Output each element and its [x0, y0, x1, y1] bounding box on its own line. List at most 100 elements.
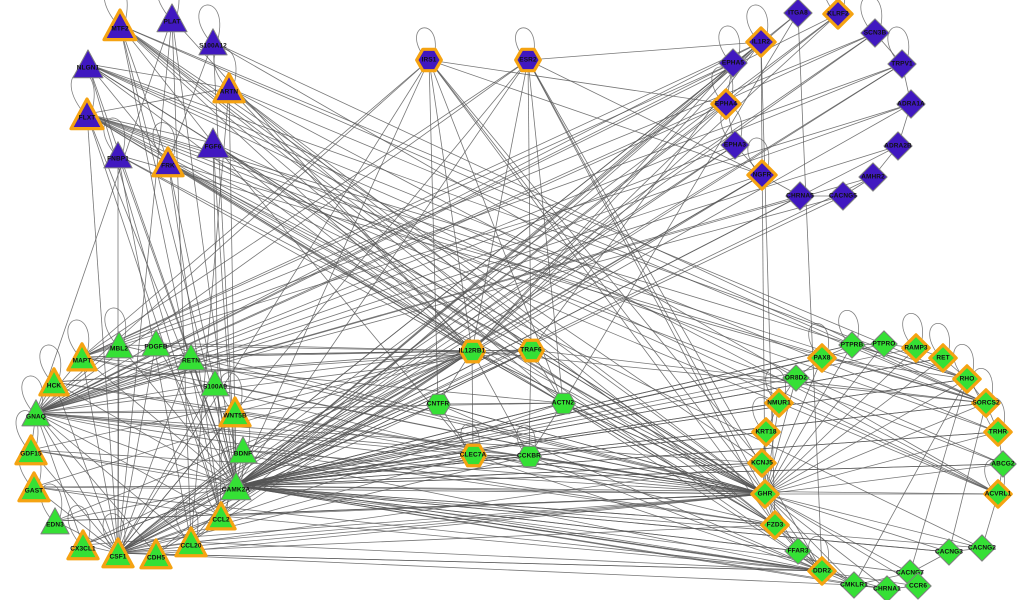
graph-node-frk[interactable]: FRK: [151, 146, 185, 178]
graph-node-wnt5b[interactable]: WNT5B: [218, 396, 252, 428]
node-shape-diamond: [807, 556, 837, 586]
graph-node-gdf15[interactable]: GDF15: [14, 434, 48, 466]
graph-node-clec7a[interactable]: CLEC7A: [459, 443, 487, 468]
graph-node-ramp3[interactable]: RAMP3: [901, 333, 931, 363]
node-shape-hexagon: [514, 47, 542, 73]
graph-node-s100a9[interactable]: S100A9: [200, 368, 230, 398]
node-shape-diamond: [971, 388, 1001, 418]
graph-node-ccl20[interactable]: CCL20: [174, 526, 208, 558]
graph-node-kcnj5[interactable]: KCNJ5: [747, 448, 777, 478]
graph-node-irs1[interactable]: IRS1: [415, 47, 443, 73]
node-shape-diamond: [828, 181, 858, 211]
graph-node-epha3[interactable]: EPHA3: [720, 130, 750, 160]
graph-node-pdgfb[interactable]: PDGFB: [141, 328, 171, 358]
graph-node-or8d2[interactable]: OR8D2: [782, 364, 810, 392]
graph-node-cckbr[interactable]: CCKBR: [516, 444, 542, 469]
graph-node-ccr6[interactable]: CCR6: [904, 572, 932, 600]
node-shape-diamond: [838, 331, 866, 359]
graph-node-fnbp1[interactable]: FNBP1: [103, 140, 133, 170]
node-shape-diamond: [784, 537, 812, 565]
graph-node-mtf2[interactable]: MTF2: [102, 8, 138, 42]
graph-node-bdnf[interactable]: BDNF: [228, 435, 258, 465]
graph-node-cx3cl1[interactable]: CX3CL1: [66, 529, 100, 561]
graph-node-pax8[interactable]: PAX8: [807, 343, 837, 373]
graph-node-cntfr[interactable]: CNTFR: [425, 392, 451, 417]
graph-node-ngfr[interactable]: NGFR: [746, 159, 778, 191]
node-shape-triangle: [151, 146, 185, 178]
graph-node-ddr2[interactable]: DDR2: [807, 556, 837, 586]
node-shape-triangle: [72, 49, 104, 79]
graph-node-adra1a[interactable]: ADRA1A: [896, 89, 926, 119]
graph-node-camk2a[interactable]: CAMK2A: [220, 470, 252, 502]
graph-node-nmur1[interactable]: NMUR1: [764, 388, 794, 418]
node-shape-triangle: [196, 127, 230, 159]
graph-node-chrna1[interactable]: CHRNA1: [873, 575, 901, 600]
node-shape-triangle: [220, 471, 252, 501]
node-shape-diamond: [760, 510, 790, 540]
node-shape-diamond: [807, 343, 837, 373]
graph-node-ccl2[interactable]: CCL2: [205, 501, 237, 531]
node-shape-diamond: [718, 48, 748, 78]
graph-node-itga8[interactable]: ITGA8: [783, 0, 813, 28]
graph-node-sorcs2[interactable]: SORCS2: [971, 388, 1001, 418]
graph-node-cacng2[interactable]: CACNG2: [968, 534, 996, 562]
graph-node-cdh5[interactable]: CDH5: [139, 538, 173, 570]
graph-node-s100a12[interactable]: S100A12: [198, 27, 228, 57]
graph-node-edn3[interactable]: EDN3: [40, 506, 70, 536]
node-shape-triangle: [228, 436, 258, 464]
graph-node-il12rb1[interactable]: IL12RB1: [458, 339, 486, 364]
graph-node-actn2[interactable]: ACTN2: [550, 391, 576, 416]
graph-node-krt18[interactable]: KRT18: [751, 417, 781, 447]
graph-node-acvrl1[interactable]: ACVRL1: [983, 479, 1013, 509]
graph-node-mbl2[interactable]: MBL2: [104, 330, 134, 360]
graph-node-chrna5[interactable]: CHRNA5: [785, 181, 815, 211]
graph-node-csf1[interactable]: CSF1: [101, 537, 135, 569]
node-shape-diamond: [983, 417, 1013, 447]
graph-node-epha5[interactable]: EPHA5: [718, 48, 748, 78]
graph-node-trhr[interactable]: TRHR: [983, 417, 1013, 447]
graph-node-esr2[interactable]: ESR2: [514, 47, 542, 73]
graph-node-abcg2[interactable]: ABCG2: [989, 450, 1017, 478]
node-shape-hexagon: [415, 47, 443, 73]
node-shape-diamond: [858, 162, 888, 192]
graph-node-traf6[interactable]: TRAF6: [517, 338, 545, 363]
node-shape-diamond: [873, 575, 901, 600]
node-shape-diamond: [750, 479, 780, 509]
graph-node-adra2b[interactable]: ADRA2B: [883, 131, 913, 161]
graph-node-scn3b[interactable]: SCN3B: [860, 18, 890, 48]
graph-node-cacng5[interactable]: CACNG5: [828, 181, 858, 211]
node-shape-triangle: [104, 331, 134, 359]
node-shape-diamond: [751, 417, 781, 447]
graph-node-hck[interactable]: HCK: [38, 367, 70, 397]
graph-node-ptpro[interactable]: PTPRO: [870, 330, 898, 358]
graph-node-cmklr1[interactable]: CMKLR1: [840, 571, 868, 599]
graph-node-gast[interactable]: GAST: [17, 471, 51, 503]
node-shape-diamond: [783, 0, 813, 28]
node-shape-triangle: [102, 8, 138, 42]
graph-node-cacng3[interactable]: CACNG3: [935, 538, 963, 566]
graph-node-flxt[interactable]: FLXT: [69, 97, 105, 131]
node-shape-diamond: [983, 479, 1013, 509]
node-shape-diamond: [782, 364, 810, 392]
graph-node-plat[interactable]: PLAT: [156, 2, 188, 34]
graph-node-amhr2[interactable]: AMHR2: [858, 162, 888, 192]
node-shape-diamond: [720, 130, 750, 160]
node-shape-triangle: [40, 507, 70, 535]
graph-node-fgf6[interactable]: FGF6: [196, 126, 230, 160]
graph-node-nlgn1[interactable]: NLGN1: [72, 48, 104, 80]
graph-node-il1r2[interactable]: IL1R2: [745, 26, 777, 58]
node-shape-diamond: [746, 159, 778, 191]
graph-node-klrf2[interactable]: KLRF2: [822, 0, 854, 30]
graph-node-artn[interactable]: ARTN: [212, 72, 246, 104]
graph-node-fzd3[interactable]: FZD3: [760, 510, 790, 540]
graph-node-epha4[interactable]: EPHA4: [710, 88, 742, 120]
graph-node-mapt[interactable]: MAPT: [66, 342, 98, 372]
node-shape-triangle: [66, 342, 98, 372]
node-shape-diamond: [710, 88, 742, 120]
graph-node-ghr[interactable]: GHR: [750, 479, 780, 509]
graph-node-trpv1[interactable]: TRPV1: [887, 49, 917, 79]
graph-node-ptprb[interactable]: PTPRB: [838, 331, 866, 359]
graph-node-gnaq[interactable]: GNAQ: [21, 398, 51, 428]
